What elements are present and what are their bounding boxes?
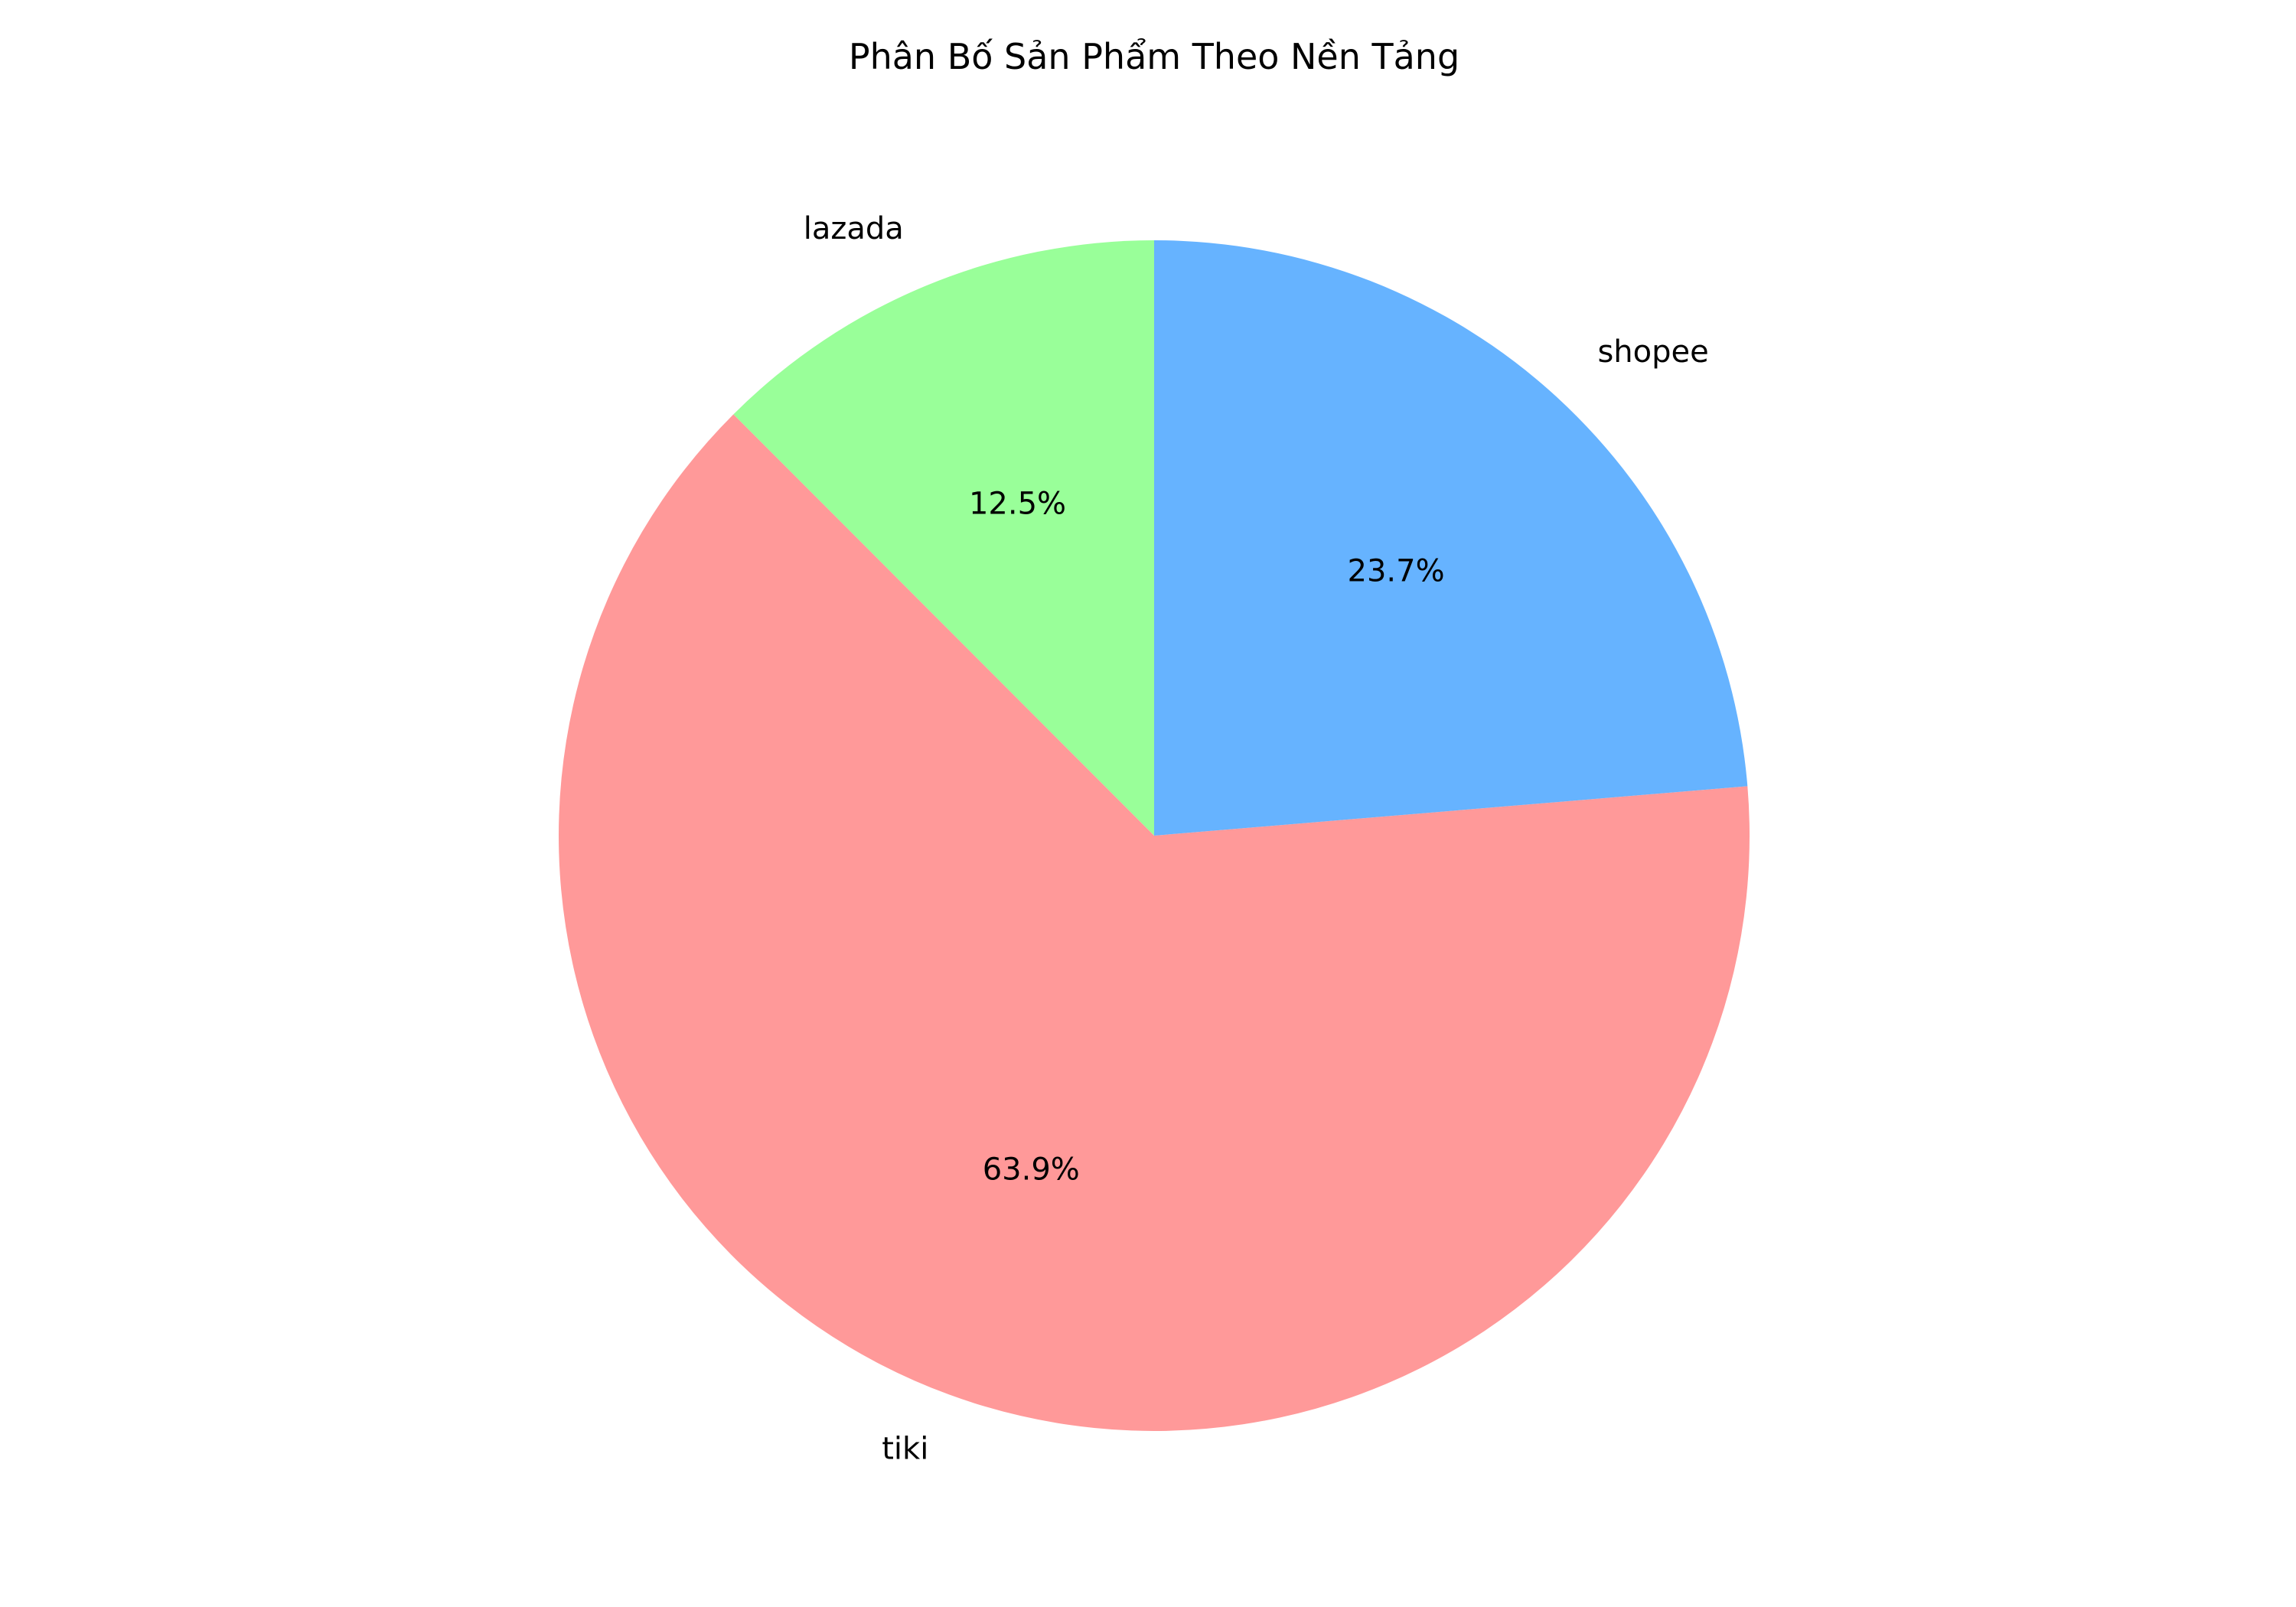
chart-title: Phân Bố Sản Phẩm Theo Nền Tảng	[849, 36, 1459, 77]
pct-label-tiki: 63.9%	[983, 1152, 1080, 1187]
pct-label-lazada: 12.5%	[969, 487, 1066, 522]
pie-labels: lazada 12.5% tiki 63.9% shopee 23.7%	[804, 211, 1709, 1466]
pie-slice-lazada	[733, 240, 1154, 836]
slice-label-tiki: tiki	[882, 1431, 928, 1466]
pct-label-shopee: 23.7%	[1348, 553, 1445, 588]
slice-label-lazada: lazada	[804, 211, 904, 246]
pie-slices	[559, 240, 1750, 1431]
pie-slice-tiki	[559, 414, 1750, 1431]
pie-slice-shopee	[1154, 240, 1748, 836]
slice-label-shopee: shopee	[1597, 334, 1708, 370]
